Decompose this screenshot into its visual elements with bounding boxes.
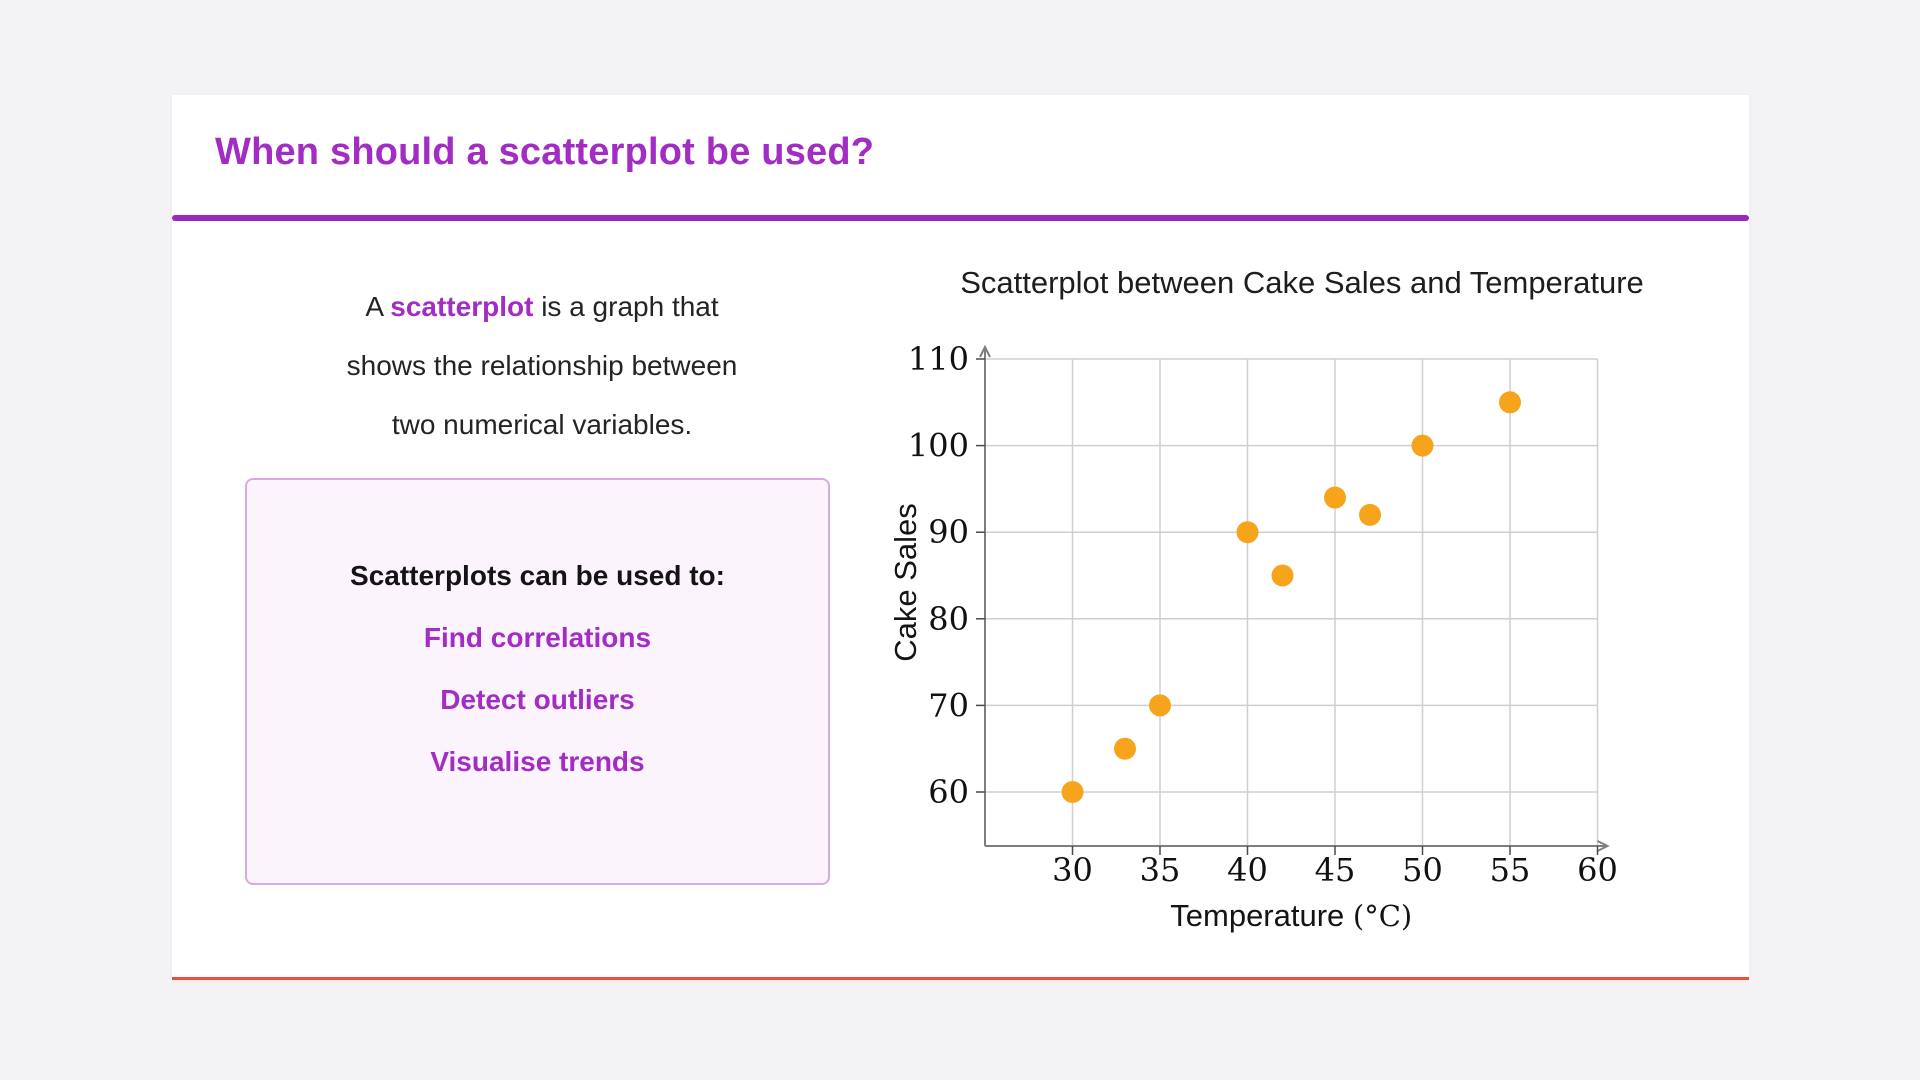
use-item-find-correlations: Find correlations bbox=[423, 622, 652, 653]
use-item-detect-outliers: Detect outliers bbox=[440, 684, 635, 715]
x-axis-title: Temperature (°C) bbox=[1170, 898, 1412, 933]
y-tick-label: 110 bbox=[908, 340, 969, 378]
slide-card: When should a scatterplot be used? A sca… bbox=[172, 95, 1749, 980]
data-point bbox=[1411, 434, 1434, 457]
y-tick-label: 70 bbox=[928, 686, 969, 724]
title-divider bbox=[172, 215, 1749, 221]
intro-line-2: shows the relationship between bbox=[346, 350, 738, 381]
data-point bbox=[1061, 781, 1084, 803]
data-point bbox=[1499, 391, 1521, 414]
intro-line-1: A scatterplot is a graph that bbox=[242, 277, 842, 336]
x-tick-label: 55 bbox=[1490, 851, 1531, 889]
uses-heading: Scatterplots can be used to: bbox=[350, 560, 725, 591]
y-axis-arrow-icon bbox=[979, 344, 991, 358]
x-tick-label: 60 bbox=[1577, 851, 1618, 889]
x-tick-label: 35 bbox=[1140, 851, 1181, 889]
data-point bbox=[1114, 737, 1136, 760]
data-point bbox=[1236, 521, 1259, 544]
x-tick-label: 45 bbox=[1315, 851, 1356, 889]
page-title: When should a scatterplot be used? bbox=[215, 131, 875, 173]
y-tick-label: 80 bbox=[928, 600, 969, 638]
intro-paragraph: A scatterplot is a graph that shows the … bbox=[242, 277, 842, 454]
x-tick-label: 40 bbox=[1227, 851, 1268, 889]
x-axis-arrow-icon bbox=[1597, 840, 1610, 852]
uses-callout-box: Scatterplots can be used to: Find correl… bbox=[245, 478, 830, 885]
data-point bbox=[1324, 486, 1346, 509]
data-point bbox=[1271, 564, 1294, 587]
y-tick-label: 60 bbox=[928, 773, 969, 811]
chart-title: Scatterplot between Cake Sales and Tempe… bbox=[960, 265, 1644, 300]
x-tick-label: 50 bbox=[1402, 851, 1443, 889]
y-axis-title: Cake Sales bbox=[888, 503, 923, 662]
y-tick-label: 90 bbox=[928, 513, 969, 551]
y-tick-label: 100 bbox=[908, 427, 969, 465]
scatter-plot: 30 35 40 45 50 55 60 60 70 80 90 100 110 Temperature … bbox=[888, 340, 1618, 933]
intro-text: A bbox=[365, 291, 391, 322]
data-point bbox=[1359, 503, 1381, 526]
x-tick-label: 30 bbox=[1052, 851, 1093, 889]
intro-text: is a graph that bbox=[533, 291, 719, 322]
data-point bbox=[1149, 694, 1171, 717]
intro-line-3: two numerical variables. bbox=[391, 409, 693, 440]
use-item-visualise-trends: Visualise trends bbox=[430, 746, 645, 777]
intro-highlight: scatterplot bbox=[390, 291, 534, 322]
